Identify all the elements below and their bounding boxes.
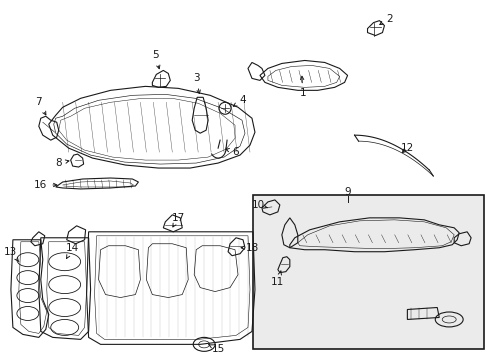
Text: 12: 12 [400,143,413,153]
Text: 5: 5 [152,50,160,69]
Text: 6: 6 [225,147,239,157]
Text: 4: 4 [233,95,246,106]
Text: 15: 15 [208,345,224,354]
Text: 16: 16 [34,180,57,190]
Text: 3: 3 [192,73,200,94]
Text: 17: 17 [171,213,184,227]
Text: 11: 11 [271,271,284,287]
Text: 13: 13 [4,247,19,262]
Text: 9: 9 [344,187,350,197]
Text: 2: 2 [379,14,392,24]
Text: 10: 10 [251,200,267,210]
Text: 14: 14 [66,243,79,258]
Bar [252,195,483,349]
Text: 1: 1 [299,76,305,98]
Text: 8: 8 [55,158,69,168]
Text: 7: 7 [36,97,46,115]
Text: 18: 18 [241,243,258,253]
